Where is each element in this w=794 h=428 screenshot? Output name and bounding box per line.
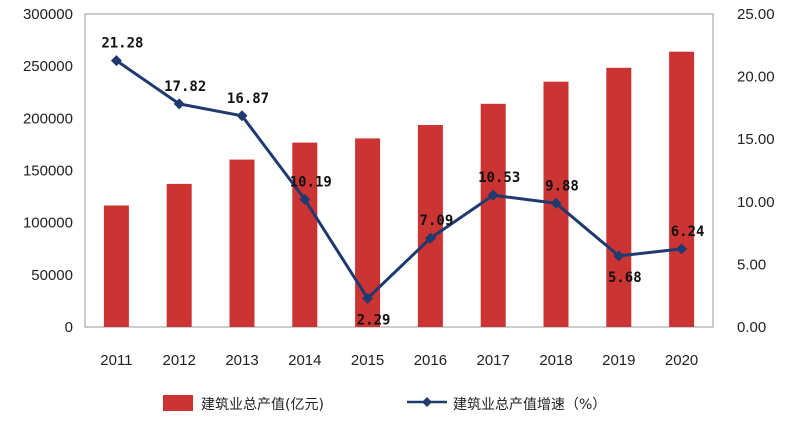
x-tick-label: 2011 (100, 352, 132, 369)
left-tick-label: 100000 (23, 215, 73, 232)
x-tick-label: 2013 (225, 352, 258, 369)
left-tick-label: 250000 (23, 58, 73, 75)
legend-line-label: 建筑业总产值增速（%） (453, 397, 606, 413)
bar-series (103, 51, 695, 328)
right-axis-ticks: 0.00 5.00 10.00 15.00 20.00 25.00 (737, 6, 775, 336)
x-tick-label: 2018 (539, 352, 572, 369)
data-label-2020: 6.24 (671, 224, 705, 240)
right-tick-label: 10.00 (737, 194, 775, 211)
line-series (110, 55, 688, 304)
right-tick-label: 20.00 (737, 69, 775, 86)
x-axis-ticks: 2011 2012 2013 2014 2015 2016 2017 2018 2019 2020 (100, 352, 698, 369)
bar-2014 (292, 142, 318, 327)
data-label-2018: 9.88 (545, 178, 579, 194)
bar-2020 (669, 51, 695, 327)
bar-2019 (606, 67, 632, 328)
right-tick-label: 15.00 (737, 131, 775, 148)
data-label-2019: 5.68 (608, 270, 642, 286)
data-label-2017: 10.53 (478, 170, 520, 186)
legend-bar-label: 建筑业总产值(亿元) (201, 397, 324, 413)
left-tick-label: 300000 (23, 6, 73, 23)
left-tick-label: 150000 (23, 163, 73, 180)
bar-2012 (166, 183, 192, 327)
growth-point-2012 (173, 98, 185, 110)
data-label-2014: 10.19 (290, 174, 332, 190)
x-tick-label: 2020 (665, 352, 698, 369)
x-tick-label: 2012 (163, 352, 196, 369)
legend-line-marker (422, 397, 432, 407)
bar-2013 (229, 159, 255, 327)
left-tick-label: 0 (65, 319, 73, 336)
data-label-2013: 16.87 (227, 91, 269, 107)
growth-line (115, 59, 682, 300)
right-tick-label: 0.00 (737, 319, 766, 336)
line-data-labels: 21.28 17.82 16.87 10.19 2.29 7.09 10.53 9.88 5.6… (101, 36, 704, 329)
data-label-2015: 2.29 (357, 312, 391, 328)
left-axis-ticks: 0 50000 100000 150000 200000 250000 300000 (23, 6, 73, 336)
growth-point-2016 (424, 232, 436, 244)
x-tick-label: 2017 (477, 352, 510, 369)
x-tick-label: 2014 (288, 352, 321, 369)
data-label-2011: 21.28 (101, 36, 143, 52)
growth-point-2013 (236, 110, 248, 122)
plot-area-frame (84, 13, 714, 328)
right-tick-label: 5.00 (737, 256, 766, 273)
growth-point-2018 (550, 197, 562, 209)
legend-bar-swatch (163, 395, 193, 411)
x-tick-label: 2016 (414, 352, 447, 369)
growth-point-2020 (676, 243, 688, 255)
growth-point-2019 (613, 250, 625, 262)
growth-point-2011 (110, 55, 122, 67)
x-tick-label: 2015 (351, 352, 384, 369)
growth-point-2014 (299, 193, 311, 205)
bar-2016 (417, 125, 443, 327)
bar-2011 (103, 205, 129, 327)
legend: 建筑业总产值(亿元) 建筑业总产值增速（%） (163, 395, 606, 413)
right-tick-label: 25.00 (737, 6, 775, 23)
left-tick-label: 200000 (23, 110, 73, 127)
bar-2017 (480, 103, 506, 327)
growth-point-2017 (487, 189, 499, 201)
x-tick-label: 2019 (602, 352, 635, 369)
growth-point-2015 (362, 292, 374, 304)
left-tick-label: 50000 (31, 267, 73, 284)
data-label-2012: 17.82 (164, 79, 206, 95)
data-label-2016: 7.09 (420, 213, 454, 229)
